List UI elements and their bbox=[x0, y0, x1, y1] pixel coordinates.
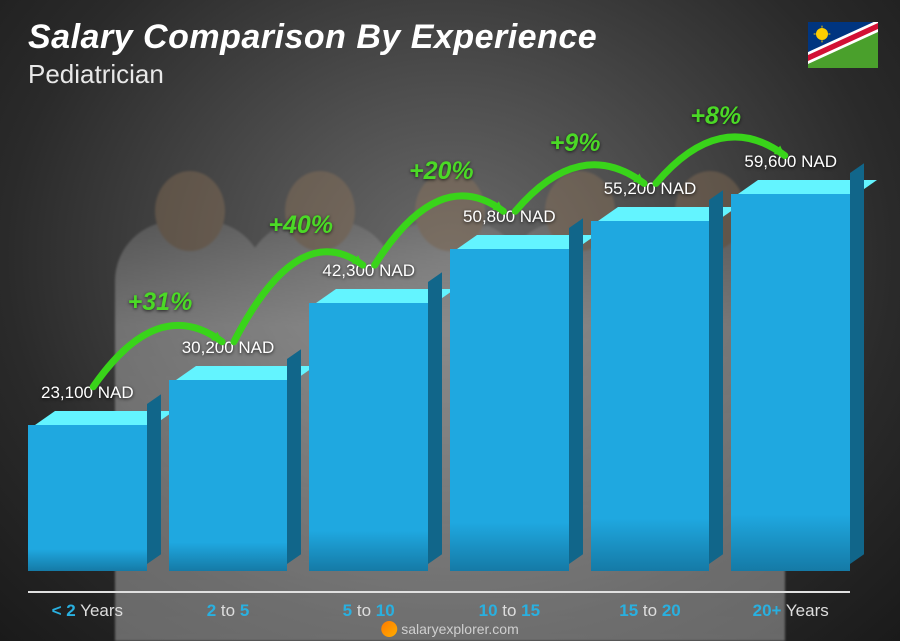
bar-value-label: 30,200 NAD bbox=[182, 338, 275, 358]
logo-icon bbox=[381, 621, 397, 637]
x-axis-label: 5 to 10 bbox=[309, 601, 428, 621]
bar: 42,300 NAD bbox=[309, 261, 428, 571]
bar: 23,100 NAD bbox=[28, 383, 147, 571]
country-flag-icon bbox=[808, 22, 878, 68]
attribution: salaryexplorer.com bbox=[381, 621, 519, 637]
pct-change-label: +40% bbox=[268, 211, 333, 240]
x-axis-line bbox=[28, 591, 850, 593]
bar-shape bbox=[591, 207, 710, 571]
pct-change-label: +31% bbox=[128, 288, 193, 317]
page-title: Salary Comparison By Experience bbox=[28, 18, 597, 57]
x-axis-label: 15 to 20 bbox=[591, 601, 710, 621]
header: Salary Comparison By Experience Pediatri… bbox=[28, 18, 597, 90]
bar-value-label: 50,800 NAD bbox=[463, 207, 556, 227]
pct-change-label: +8% bbox=[690, 102, 741, 131]
x-axis-label: 2 to 5 bbox=[169, 601, 288, 621]
x-axis-label: < 2 Years bbox=[28, 601, 147, 621]
bar: 50,800 NAD bbox=[450, 207, 569, 571]
bar-value-label: 59,600 NAD bbox=[744, 152, 837, 172]
bar: 55,200 NAD bbox=[591, 179, 710, 571]
bar-value-label: 23,100 NAD bbox=[41, 383, 134, 403]
attribution-text: salaryexplorer.com bbox=[401, 621, 519, 637]
bar-shape bbox=[731, 180, 850, 571]
bar-value-label: 55,200 NAD bbox=[604, 179, 697, 199]
pct-change-label: +9% bbox=[550, 129, 601, 158]
pct-change-label: +20% bbox=[409, 157, 474, 186]
bar-shape bbox=[309, 289, 428, 571]
x-axis-label: 10 to 15 bbox=[450, 601, 569, 621]
bar-shape bbox=[28, 411, 147, 571]
bar: 30,200 NAD bbox=[169, 338, 288, 571]
bar-shape bbox=[169, 366, 288, 571]
bar-shape bbox=[450, 235, 569, 571]
x-axis-labels: < 2 Years 2 to 5 5 to 10 10 to 15 15 to 20 20… bbox=[28, 601, 850, 621]
x-axis-label: 20+ Years bbox=[731, 601, 850, 621]
bar-value-label: 42,300 NAD bbox=[322, 261, 415, 281]
bar: 59,600 NAD bbox=[731, 152, 850, 571]
page-subtitle: Pediatrician bbox=[28, 59, 597, 90]
